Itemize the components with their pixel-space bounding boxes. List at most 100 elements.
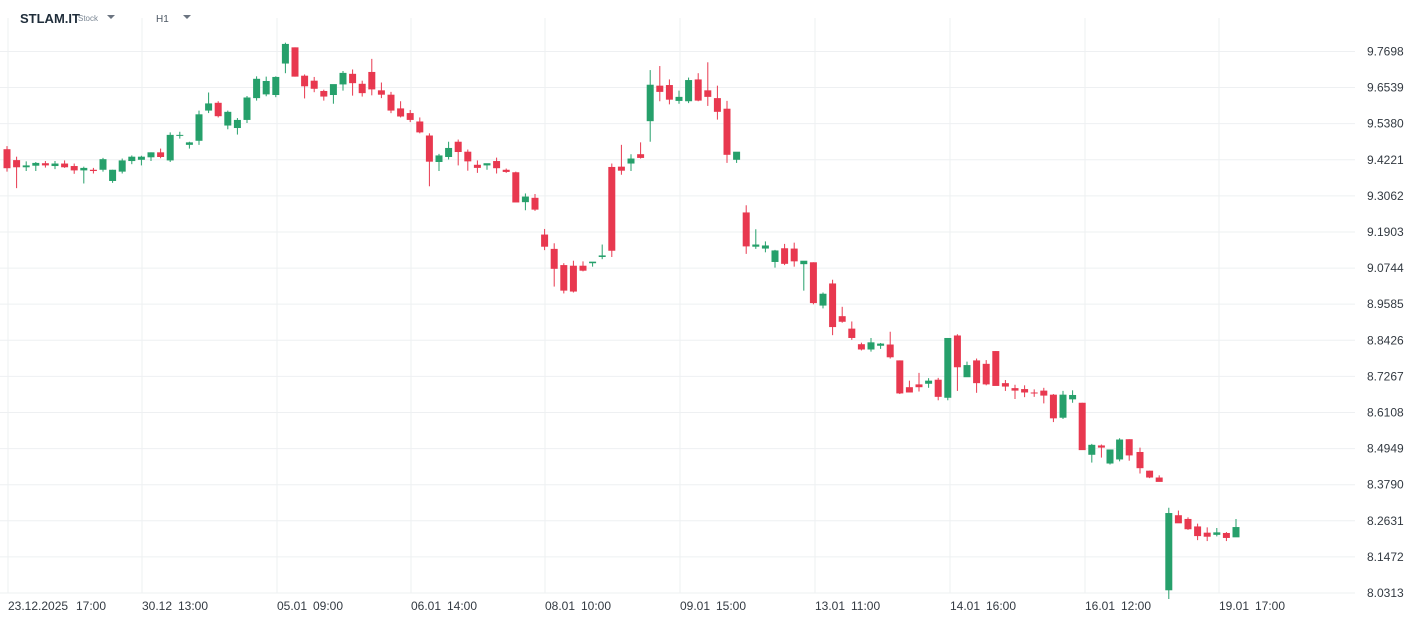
y-tick-label: 8.4949 <box>1367 442 1404 456</box>
candle <box>560 263 568 294</box>
candle-body <box>665 85 673 100</box>
candle-body <box>637 154 645 158</box>
x-tick-label: 19.01 <box>1219 599 1249 613</box>
candle-body <box>128 156 136 162</box>
candle-body <box>617 166 625 171</box>
candle <box>445 141 453 160</box>
candle-body <box>195 114 203 141</box>
candle-body <box>521 196 529 203</box>
candle-body <box>435 155 443 162</box>
candle-body <box>166 134 174 161</box>
candle <box>637 142 645 159</box>
candle <box>973 358 981 393</box>
candle <box>32 161 40 172</box>
candle-body <box>109 169 117 181</box>
candle-body <box>1184 518 1192 530</box>
candle-body <box>973 360 981 384</box>
candle <box>627 154 635 172</box>
candle-body <box>675 96 683 101</box>
y-tick-label: 8.6108 <box>1367 405 1404 419</box>
candle <box>617 144 625 175</box>
candle <box>1222 532 1230 542</box>
candle-body <box>502 169 510 172</box>
candle <box>1232 518 1240 538</box>
symbol-label[interactable]: STLAM.IT <box>20 11 80 26</box>
candle <box>272 76 280 98</box>
x-tick-label: 14.01 <box>950 599 980 613</box>
candle <box>809 262 817 305</box>
candle <box>694 73 702 102</box>
candle <box>1116 438 1124 462</box>
candle <box>176 131 184 139</box>
timeframe-selector[interactable]: H1 <box>156 14 169 25</box>
x-tick-label: 30.12 <box>142 599 172 613</box>
candle <box>521 193 529 211</box>
candle-body <box>550 248 558 269</box>
candle <box>61 160 69 168</box>
chart-toolbar: STLAM.IT Stock H1 <box>0 0 1426 36</box>
candle-body <box>464 151 472 162</box>
candle-body <box>819 293 827 306</box>
candle <box>1059 390 1067 419</box>
x-tick-label: 11:00 <box>851 599 880 613</box>
candle-body <box>1049 394 1057 419</box>
candle-body <box>118 160 126 172</box>
candle-body <box>262 80 270 95</box>
candle-body <box>771 250 779 262</box>
candle <box>656 66 664 102</box>
timeframe-dropdown-icon[interactable] <box>183 15 191 19</box>
candle-body <box>243 97 251 120</box>
candle-body <box>1069 394 1077 400</box>
candle-body <box>1213 532 1221 535</box>
y-tick-label: 9.6539 <box>1367 81 1404 95</box>
y-tick-label: 9.5380 <box>1367 117 1404 131</box>
y-tick-label: 8.3790 <box>1367 478 1404 492</box>
candle <box>857 342 865 351</box>
candle <box>22 161 30 172</box>
y-tick-label: 9.3062 <box>1367 189 1404 203</box>
candle <box>425 133 433 187</box>
candle-body <box>656 85 664 92</box>
candle-body <box>387 94 395 111</box>
candle-body <box>733 151 741 160</box>
candle <box>790 242 798 267</box>
candle-body <box>982 363 990 385</box>
candle-body <box>1174 515 1182 524</box>
candle-body <box>944 337 952 398</box>
candle-body <box>137 156 145 160</box>
candle <box>339 71 347 91</box>
candle <box>781 243 789 266</box>
candle <box>877 342 885 349</box>
symbol-dropdown-icon[interactable] <box>107 15 115 19</box>
candle <box>915 372 923 392</box>
candle-body <box>838 316 846 322</box>
candle-body <box>963 365 971 378</box>
candle <box>905 380 913 393</box>
candle-body <box>1125 439 1133 456</box>
candle <box>550 243 558 287</box>
candle-body <box>531 197 539 210</box>
candle <box>310 76 318 93</box>
candle-body <box>1059 394 1067 418</box>
candle <box>838 306 846 323</box>
candle-body <box>915 384 923 388</box>
candle <box>1030 389 1038 397</box>
candle <box>982 360 990 386</box>
candle <box>137 155 145 166</box>
candle <box>1040 387 1048 404</box>
candle-body <box>454 141 462 153</box>
candle <box>675 90 683 104</box>
candle-body <box>1136 451 1144 469</box>
candle-body <box>1040 390 1048 396</box>
candle-body <box>51 163 59 167</box>
candle-body <box>1116 439 1124 460</box>
candle <box>205 92 213 114</box>
candle <box>646 70 654 142</box>
candle-body <box>233 119 241 129</box>
candle <box>569 260 577 293</box>
candle-body <box>1001 383 1009 387</box>
candle-body <box>3 149 11 169</box>
candle-body <box>886 344 894 358</box>
candle <box>531 194 539 211</box>
